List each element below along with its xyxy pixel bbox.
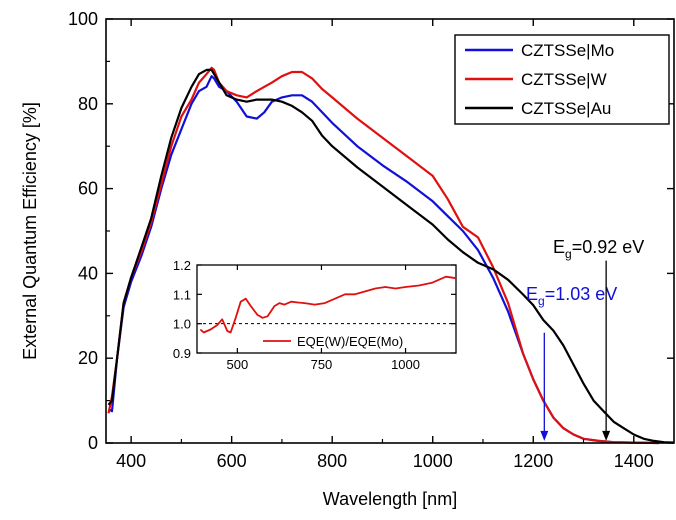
x-tick-label: 1400 xyxy=(614,451,654,471)
legend-label: CZTSSe|Au xyxy=(521,99,611,118)
series-line-cztsse-mo xyxy=(107,75,659,445)
inset-plot-area: 500 750 1000 0.9 1.0 1.1 1.2 EQE(W)/EQE(Mo) xyxy=(173,258,457,372)
x-tick-label: 1000 xyxy=(413,451,453,471)
bandgap-label-value: =1.03 eV xyxy=(545,284,618,304)
inset-y-tick-label: 0.9 xyxy=(173,346,191,361)
bandgap-label: Eg=0.92 eV xyxy=(553,237,644,261)
main-legend: CZTSSe|Mo CZTSSe|W CZTSSe|Au xyxy=(454,34,670,125)
y-tick-label: 60 xyxy=(78,179,98,199)
inset-y-tick-label: 1.0 xyxy=(173,317,191,332)
inset-y-tick-label: 1.2 xyxy=(173,258,191,273)
main-plot-area: 400 600 800 1000 1200 1400 0 20 40 60 80 100 Wavelen… xyxy=(20,9,675,509)
inset-x-tick-label: 1000 xyxy=(391,357,420,372)
inset-x-tick-label: 750 xyxy=(311,357,333,372)
x-tick-label: 800 xyxy=(317,451,347,471)
bandgap-arrow-head xyxy=(540,430,549,441)
legend-label: CZTSSe|W xyxy=(521,70,607,89)
bandgap-label-main: E xyxy=(526,284,538,304)
bandgap-label-main: E xyxy=(553,237,565,257)
y-axis-title: External Quantum Efficiency [%] xyxy=(20,102,40,360)
bandgap-label: Eg=1.03 eV xyxy=(526,284,617,308)
x-axis-title: Wavelength [nm] xyxy=(323,489,457,509)
inset-frame xyxy=(196,264,457,354)
y-tick-label: 80 xyxy=(78,94,98,114)
inset-legend-label: EQE(W)/EQE(Mo) xyxy=(297,334,403,349)
y-tick-label: 40 xyxy=(78,263,98,283)
bandgap-arrow-head xyxy=(602,430,611,441)
y-tick-label: 20 xyxy=(78,348,98,368)
legend-label: CZTSSe|Mo xyxy=(521,41,614,60)
series-line-cztsse-au xyxy=(107,68,675,444)
inset-y-tick-label: 1.1 xyxy=(173,287,191,302)
x-tick-label: 1200 xyxy=(513,451,553,471)
inset-series-line xyxy=(199,275,457,334)
x-tick-label: 400 xyxy=(116,451,146,471)
x-tick-label: 600 xyxy=(217,451,247,471)
bandgap-label-sub: g xyxy=(565,247,572,261)
y-tick-label: 0 xyxy=(88,433,98,453)
inset-x-tick-label: 500 xyxy=(227,357,249,372)
series-line-cztsse-w xyxy=(107,66,659,445)
bandgap-label-sub: g xyxy=(538,294,545,308)
y-tick-label: 100 xyxy=(68,9,98,29)
bandgap-label-value: =0.92 eV xyxy=(572,237,645,257)
